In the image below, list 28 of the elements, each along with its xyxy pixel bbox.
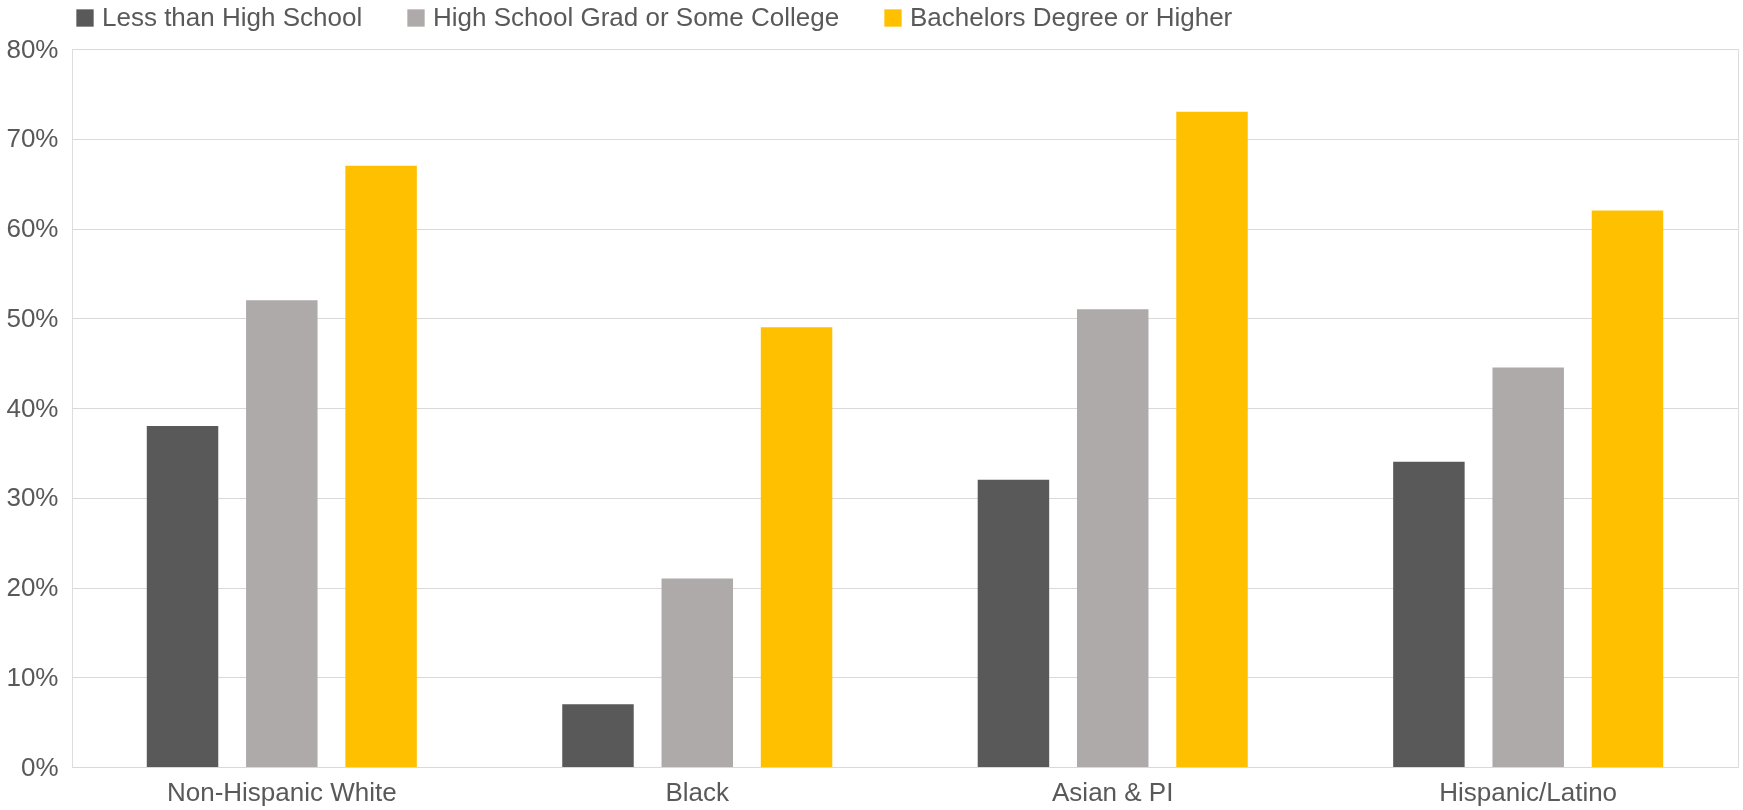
bar xyxy=(661,578,734,767)
bar xyxy=(977,479,1050,767)
legend-label: Less than High School xyxy=(102,2,363,32)
y-tick-label: 60% xyxy=(6,213,59,243)
bar xyxy=(1492,367,1564,767)
legend-label: Bachelors Degree or Higher xyxy=(910,2,1233,32)
y-tick-label: 10% xyxy=(6,661,59,692)
x-tick-label: Asian & PI xyxy=(1052,776,1174,807)
y-tick-label: 20% xyxy=(6,572,59,602)
x-tick-label: Non-Hispanic White xyxy=(166,776,397,807)
bar xyxy=(246,300,318,767)
x-tick-label: Hispanic/Latino xyxy=(1439,776,1618,807)
bar xyxy=(760,327,833,767)
legend-label: High School Grad or Some College xyxy=(433,2,840,32)
bar xyxy=(562,704,634,767)
y-tick-label: 40% xyxy=(6,392,59,423)
bar xyxy=(146,425,219,767)
bar xyxy=(1076,309,1149,767)
x-tick-label: Black xyxy=(665,776,731,807)
bar xyxy=(1393,461,1465,767)
y-tick-label: 70% xyxy=(6,123,59,154)
bar xyxy=(1176,111,1248,767)
y-tick-label: 80% xyxy=(6,33,59,64)
bar xyxy=(345,165,417,767)
bar xyxy=(1591,210,1664,767)
y-tick-label: 30% xyxy=(6,482,59,513)
y-tick-label: 50% xyxy=(6,302,59,333)
y-tick-label: 0% xyxy=(20,751,59,782)
